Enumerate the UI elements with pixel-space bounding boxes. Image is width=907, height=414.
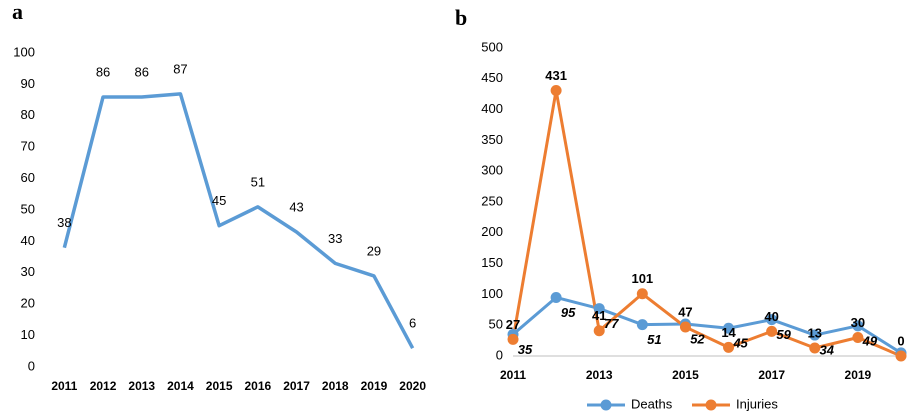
marker [636,288,648,300]
marker [593,303,605,315]
data-label: 45 [732,336,748,351]
data-label: 59 [776,327,791,342]
data-label: 41 [592,308,606,323]
y-tick-label: 70 [21,139,35,154]
data-label: 30 [851,315,865,330]
marker [593,325,605,337]
y-tick-label: 90 [21,76,35,91]
y-tick-label: 300 [481,163,503,178]
y-tick-label: 500 [481,39,503,54]
x-tick-label: 2011 [500,368,526,382]
marker [679,321,691,333]
x-tick-label: 2016 [244,379,271,393]
data-label: 87 [173,61,187,76]
data-label: 34 [820,342,835,357]
x-tick-label: 2013 [128,379,155,393]
data-label: 51 [647,332,661,347]
x-tick-label: 2019 [845,368,872,382]
marker [550,85,562,97]
y-tick-label: 50 [21,201,35,216]
x-tick-label: 2020 [399,379,426,393]
marker [636,319,648,331]
y-tick-label: 250 [481,193,503,208]
data-label: 45 [212,193,226,208]
y-tick-label: 20 [21,296,35,311]
marker [550,291,562,303]
y-tick-label: 0 [496,347,503,362]
data-label: 33 [328,231,342,246]
line [62,92,415,349]
x-tick-label: 2012 [90,379,117,393]
data-label: 86 [96,64,110,79]
x-tick-label: 2018 [322,379,349,393]
data-label: 52 [690,331,705,346]
marker [723,341,735,353]
x-tick-label: 2015 [206,379,233,393]
x-tick-label: 2017 [758,368,785,382]
data-label: 27 [506,317,520,332]
data-label: 38 [57,215,71,230]
marker [723,322,735,334]
x-tick-label: 2013 [586,368,613,382]
data-label: 40 [764,309,778,324]
data-label: 95 [561,305,576,320]
x-tick-label: 2014 [167,379,194,393]
line [512,295,902,355]
data-label: 6 [409,316,416,331]
legend-marker [705,399,717,411]
data-label: 35 [518,342,533,357]
marker [852,320,864,332]
y-tick-label: 30 [21,264,35,279]
marker [507,333,519,345]
x-tick-label: 2017 [283,379,310,393]
y-tick-label: 150 [481,255,503,270]
data-label: 86 [135,64,149,79]
panel-title: a [12,0,23,24]
legend-label: Deaths [631,396,673,411]
line [511,89,902,358]
data-label: 49 [862,333,878,348]
y-tick-label: 450 [481,70,503,85]
x-tick-label: 2011 [51,379,77,393]
marker [852,332,864,344]
x-tick-label: 2019 [361,379,388,393]
y-tick-label: 40 [21,233,35,248]
data-label: 77 [604,316,619,331]
y-tick-label: 100 [13,44,35,59]
legend-label: Injuries [736,396,778,411]
data-label: 13 [808,325,822,340]
panel-title: b [455,5,467,30]
data-label: 14 [721,325,736,340]
data-label: 47 [678,304,692,319]
data-label: 0 [897,333,904,348]
marker [809,329,821,341]
y-tick-label: 50 [489,317,503,332]
y-tick-label: 400 [481,101,503,116]
y-tick-label: 350 [481,132,503,147]
data-label: 43 [289,199,303,214]
marker [766,314,778,326]
data-label: 101 [631,271,653,286]
data-label: 431 [545,68,567,83]
y-tick-label: 100 [481,286,503,301]
y-tick-label: 200 [481,224,503,239]
x-tick-label: 2015 [672,368,699,382]
marker [895,350,907,362]
data-label: 29 [367,243,381,258]
marker [809,342,821,354]
y-tick-label: 10 [21,327,35,342]
legend-marker [600,399,612,411]
y-tick-label: 60 [21,170,35,185]
data-label: 51 [251,174,265,189]
y-tick-label: 80 [21,107,35,122]
marker [766,325,778,337]
y-tick-label: 0 [28,358,35,373]
